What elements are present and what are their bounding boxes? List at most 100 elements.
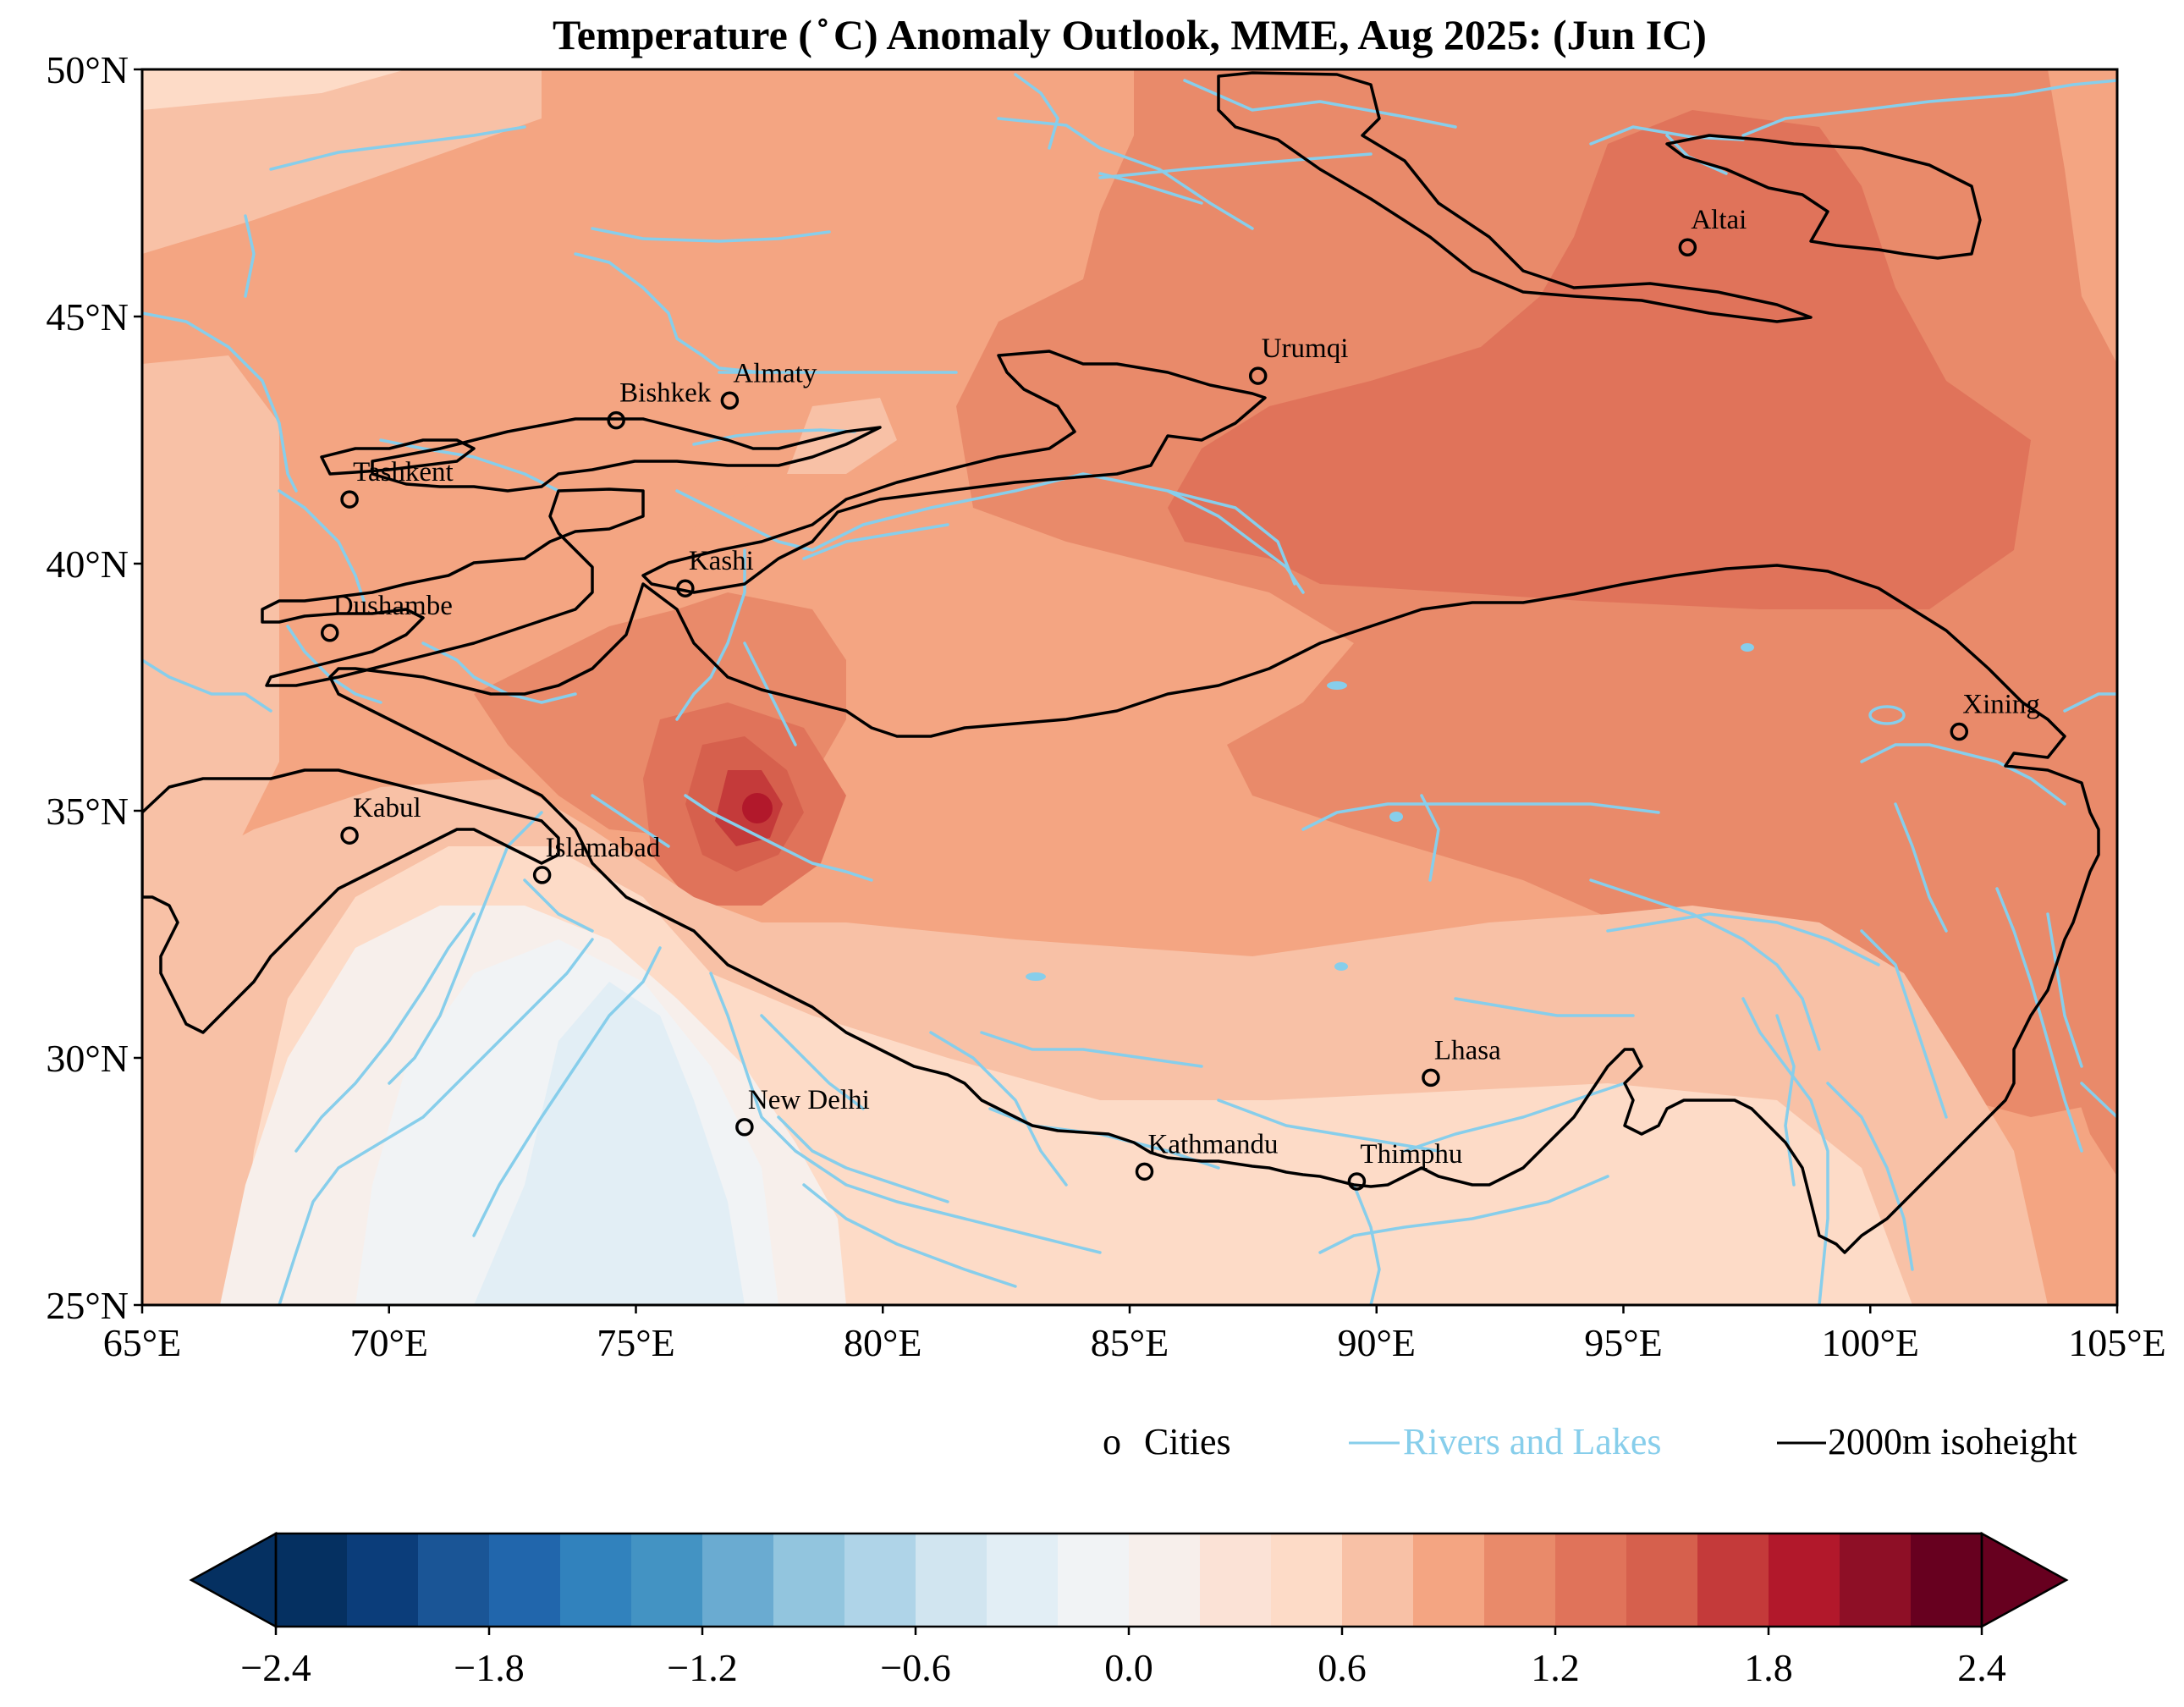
city-marker <box>1678 238 1697 256</box>
colorbar-segment <box>844 1534 916 1627</box>
river <box>472 946 662 1237</box>
city-label: Kathmandu <box>1148 1129 1279 1159</box>
city-marker <box>320 624 339 642</box>
colorbar-tick-label: 0.6 <box>1318 1646 1367 1689</box>
city-label: Dushambe <box>333 591 453 621</box>
colorbar-segment <box>1342 1534 1414 1627</box>
city-marker <box>1422 1068 1440 1088</box>
city-marker <box>676 579 695 597</box>
x-tick-label: 70°E <box>350 1321 429 1364</box>
river <box>1741 79 2117 137</box>
river <box>142 311 298 493</box>
colorbar-segment <box>1413 1534 1485 1627</box>
city-label: Bishkek <box>619 378 712 409</box>
y-tick-label: 40°N <box>46 542 129 586</box>
lake <box>1026 972 1046 981</box>
colorbar-tick-label: −1.2 <box>667 1646 737 1689</box>
colorbar-segment <box>489 1534 561 1627</box>
colorbar-segment <box>1555 1534 1627 1627</box>
x-tick-label: 75°E <box>597 1321 675 1364</box>
field-contour-lightest-nw <box>142 69 406 110</box>
river <box>777 1115 949 1203</box>
lake <box>1868 705 1906 725</box>
river <box>1014 73 1059 150</box>
colorbar-segment <box>276 1534 348 1627</box>
y-tick-label: 45°N <box>46 295 129 339</box>
colorbar-segment <box>347 1534 419 1627</box>
x-tick-label: 65°E <box>103 1321 182 1364</box>
colorbar-segment <box>916 1534 987 1627</box>
map-legend: o Cities Rivers and Lakes 2000m isoheigh… <box>1103 1421 2077 1462</box>
city-label: Urumqi <box>1262 333 1349 364</box>
city-marker <box>1248 366 1268 385</box>
colorbar-segment <box>1626 1534 1698 1627</box>
river <box>684 794 873 882</box>
field-contour-warm-se <box>2065 914 2117 1176</box>
colorbar: −2.4 −1.8 −1.2 −0.6 0.0 0.6 1.2 1.8 2.4 <box>189 1531 2069 1689</box>
legend-cities-label: Cities <box>1144 1421 1231 1462</box>
field-contour-light-nw <box>142 69 542 254</box>
isoheight-contour-west-tianshan <box>371 417 882 493</box>
river <box>269 125 526 171</box>
colorbar-segment <box>1840 1534 1912 1627</box>
city-label: Islamabad <box>546 833 661 863</box>
river <box>523 878 594 933</box>
colorbar-segment <box>631 1534 703 1627</box>
x-tick-label: 105°E <box>2068 1321 2166 1364</box>
colorbar-tick-label: −0.6 <box>880 1646 950 1689</box>
temperature-anomaly-field <box>142 69 2117 1305</box>
colorbar-tick-label: 1.2 <box>1531 1646 1580 1689</box>
river <box>1420 794 1440 882</box>
lake <box>1389 812 1403 822</box>
city-label: New Delhi <box>748 1085 870 1115</box>
river <box>1995 887 2083 1153</box>
isoheight-contour-altai <box>1217 71 1813 323</box>
field-contour-light-ne <box>2048 69 2117 364</box>
river <box>1860 743 2066 806</box>
x-tick-label: 90°E <box>1338 1321 1417 1364</box>
city-marker <box>1347 1172 1367 1191</box>
river <box>929 1031 1068 1187</box>
river <box>421 642 577 704</box>
y-tick-label: 25°N <box>46 1284 129 1327</box>
y-axis-ticks: 25°N 30°N 35°N 40°N 45°N 50°N <box>46 48 142 1327</box>
colorbar-segment <box>1271 1534 1343 1627</box>
x-tick-label: 100°E <box>1822 1321 1920 1364</box>
x-tick-label: 95°E <box>1584 1321 1663 1364</box>
legend-cities-marker: o <box>1103 1421 1121 1462</box>
y-tick-label: 50°N <box>46 48 129 91</box>
river <box>1183 79 1457 129</box>
city-marker <box>1135 1162 1154 1181</box>
river <box>2080 1082 2117 1119</box>
isoheight-contour-altai-east <box>1665 134 1982 260</box>
y-tick-label: 30°N <box>46 1037 129 1080</box>
colorbar-segment <box>773 1534 845 1627</box>
colorbar-extend-max <box>1980 1531 2069 1629</box>
legend-rivers-label: Rivers and Lakes <box>1403 1421 1661 1462</box>
map-title: Temperature ( ̊ C) Anomaly Outlook, MME,… <box>553 11 1707 58</box>
isoheight-contour-kyrgyz <box>320 438 476 476</box>
city-label: Tashkent <box>353 457 454 487</box>
city-marker <box>532 866 552 884</box>
colorbar-segment <box>1484 1534 1556 1627</box>
river <box>294 912 476 1153</box>
colorbar-tick-label: −1.8 <box>454 1646 524 1689</box>
cities-layer: Altai Urumqi Almaty Bishkek Tashkent Kashi Dus… <box>320 205 2040 1191</box>
legend-isoheight-label: 2000m isoheight <box>1828 1421 2077 1462</box>
river <box>244 214 256 298</box>
colorbar-segment <box>1200 1534 1272 1627</box>
river <box>1860 929 1948 1119</box>
x-tick-label: 80°E <box>844 1321 922 1364</box>
colorbar-segment <box>560 1534 632 1627</box>
river <box>1166 489 1296 586</box>
river <box>574 252 763 374</box>
x-axis-ticks: 65°E 70°E 75°E 80°E 85°E 90°E 95°E 100°E 105°E <box>103 1305 2166 1364</box>
river <box>1301 802 1660 831</box>
map-axes: 65°E 70°E 75°E 80°E 85°E 90°E 95°E 100°E 105°E 2… <box>46 48 2165 1364</box>
city-label: Kabul <box>353 793 421 823</box>
city-marker <box>340 826 359 845</box>
river <box>278 489 366 603</box>
colorbar-segment <box>1769 1534 1840 1627</box>
isoheight-2000m-layer <box>142 71 2100 1254</box>
river <box>802 1183 1017 1288</box>
